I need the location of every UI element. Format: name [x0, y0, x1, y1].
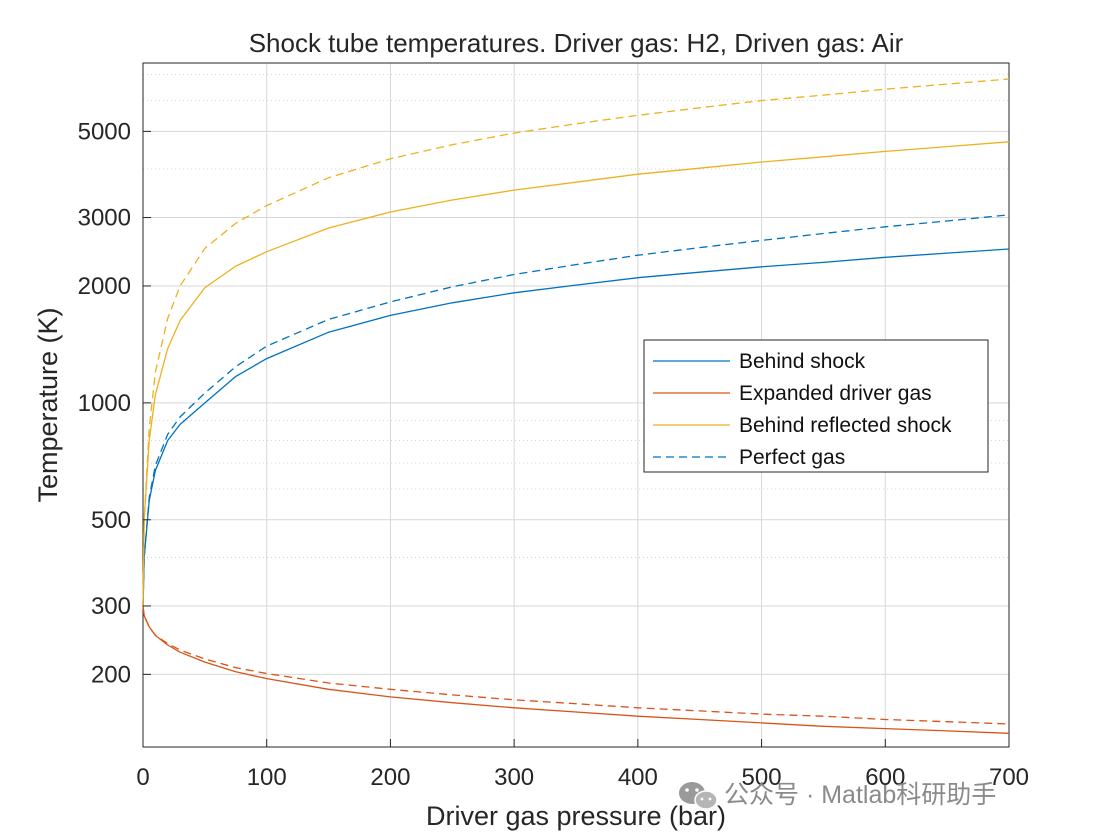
y-tick-label: 200: [91, 661, 131, 688]
series-line-1: [142, 248, 1010, 606]
y-axis-label: Temperature (K): [33, 307, 63, 502]
y-axis-ticks: 200 300 500 1000 2000 3000 5000: [78, 118, 151, 688]
x-tick-label: 400: [618, 764, 658, 791]
axes-box: [142, 62, 1010, 748]
chart-title: Shock tube temperatures. Driver gas: H2,…: [249, 28, 904, 58]
x-tick-label: 500: [742, 764, 782, 791]
legend-label: Behind shock: [739, 350, 866, 373]
legend-box: [643, 339, 989, 473]
legend[interactable]: Behind shock Expanded driver gas Behind re…: [643, 339, 989, 473]
x-tick-label: 200: [370, 764, 410, 791]
y-tick-label: 1000: [78, 390, 131, 417]
watermark: 公众号 · Matlab科研助手: [679, 781, 996, 810]
x-tick-label: 600: [865, 764, 905, 791]
legend-label: Perfect gas: [739, 446, 845, 469]
watermark-text: 公众号 · Matlab科研助手: [724, 781, 996, 809]
x-axis-label: Driver gas pressure (bar): [426, 801, 726, 831]
y-tick-label: 300: [91, 593, 131, 620]
legend-label: Expanded driver gas: [739, 382, 932, 405]
series-line-6: [142, 78, 1010, 606]
series-line-2: [142, 605, 1010, 734]
legend-label: Behind reflected shock: [739, 414, 952, 437]
minor-grid: [143, 74, 1009, 558]
series-line-5: [142, 605, 1010, 725]
x-tick-label: 700: [989, 764, 1029, 791]
x-tick-label: 300: [494, 764, 534, 791]
series-layer: [142, 78, 1010, 734]
wechat-icon: [679, 782, 718, 810]
x-axis-ticks: 0 100 200 300 400 500 600 700: [136, 739, 1029, 791]
y-tick-label: 2000: [78, 273, 131, 300]
legend-items: Behind shock Expanded driver gas Behind re…: [653, 350, 952, 469]
y-tick-label: 500: [91, 507, 131, 534]
x-tick-label: 0: [136, 764, 149, 791]
y-tick-label: 3000: [78, 205, 131, 232]
series-line-3: [142, 141, 1010, 606]
x-tick-label: 100: [247, 764, 287, 791]
y-tick-label: 5000: [78, 118, 131, 145]
